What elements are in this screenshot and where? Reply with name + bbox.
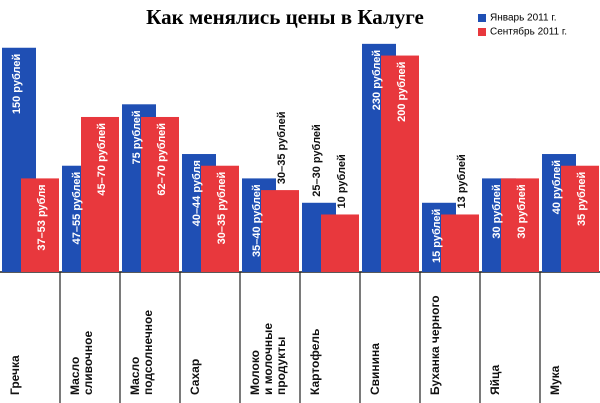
bar (561, 165, 599, 272)
x-tick-label: Молоко (248, 350, 262, 395)
value-label: 47–55 рублей (71, 172, 83, 245)
bar (141, 116, 179, 272)
value-label: 30–35 рублей (216, 172, 228, 245)
legend-swatch (478, 28, 486, 36)
value-label: 35 рублей (576, 172, 588, 226)
x-tick-label: Масло (128, 357, 142, 395)
legend-label: Январь 2011 г. (490, 13, 557, 24)
x-tick-label: Мука (548, 365, 562, 395)
value-label: 30 рублей (491, 184, 503, 238)
x-tick-label: сливочное (81, 331, 95, 395)
x-tick-label: продукты (274, 337, 288, 395)
bar (201, 165, 239, 272)
x-tick-label: Сахар (188, 359, 202, 395)
x-tick-label: и молочные (261, 323, 275, 395)
value-label: 40–44 рубля (191, 160, 203, 226)
bar (501, 178, 539, 272)
value-label: 10 рублей (336, 154, 348, 208)
value-label: 62–70 рублей (156, 123, 168, 196)
value-label: 15 рублей (431, 209, 443, 263)
legend-swatch (478, 14, 486, 22)
x-tick-label: Буханка черного (428, 295, 442, 395)
bar (261, 190, 299, 272)
bar (381, 55, 419, 272)
bar (321, 214, 359, 272)
legend-label: Сентябрь 2011 г. (490, 26, 567, 38)
value-label: 40 рублей (551, 160, 563, 214)
value-label: 37–53 рубля (36, 184, 48, 250)
x-tick-label: Масло (68, 357, 82, 395)
value-label: 200 рублей (396, 62, 408, 122)
value-label: 13 рублей (456, 154, 468, 208)
value-label: 25–30 рублей (311, 124, 323, 197)
value-label: 150 рублей (11, 54, 23, 114)
value-label: 30 рублей (516, 184, 528, 238)
x-tick-label: Гречка (8, 355, 22, 395)
value-label: 45–70 рублей (96, 123, 108, 196)
x-tick-label: Яйца (488, 364, 502, 395)
bar (441, 214, 479, 272)
x-tick-label: Картофель (308, 329, 322, 395)
bar (21, 178, 59, 272)
chart-title: Как менялись цены в Калуге (146, 5, 424, 29)
value-label: 75 рублей (131, 110, 143, 164)
value-label: 230 рублей (371, 50, 383, 110)
bar (81, 116, 119, 272)
x-tick-label: подсолнечное (141, 310, 155, 395)
value-label: 35–40 рублей (251, 184, 263, 257)
x-tick-label: Свинина (368, 343, 382, 395)
value-label: 30–35 рублей (276, 112, 288, 185)
